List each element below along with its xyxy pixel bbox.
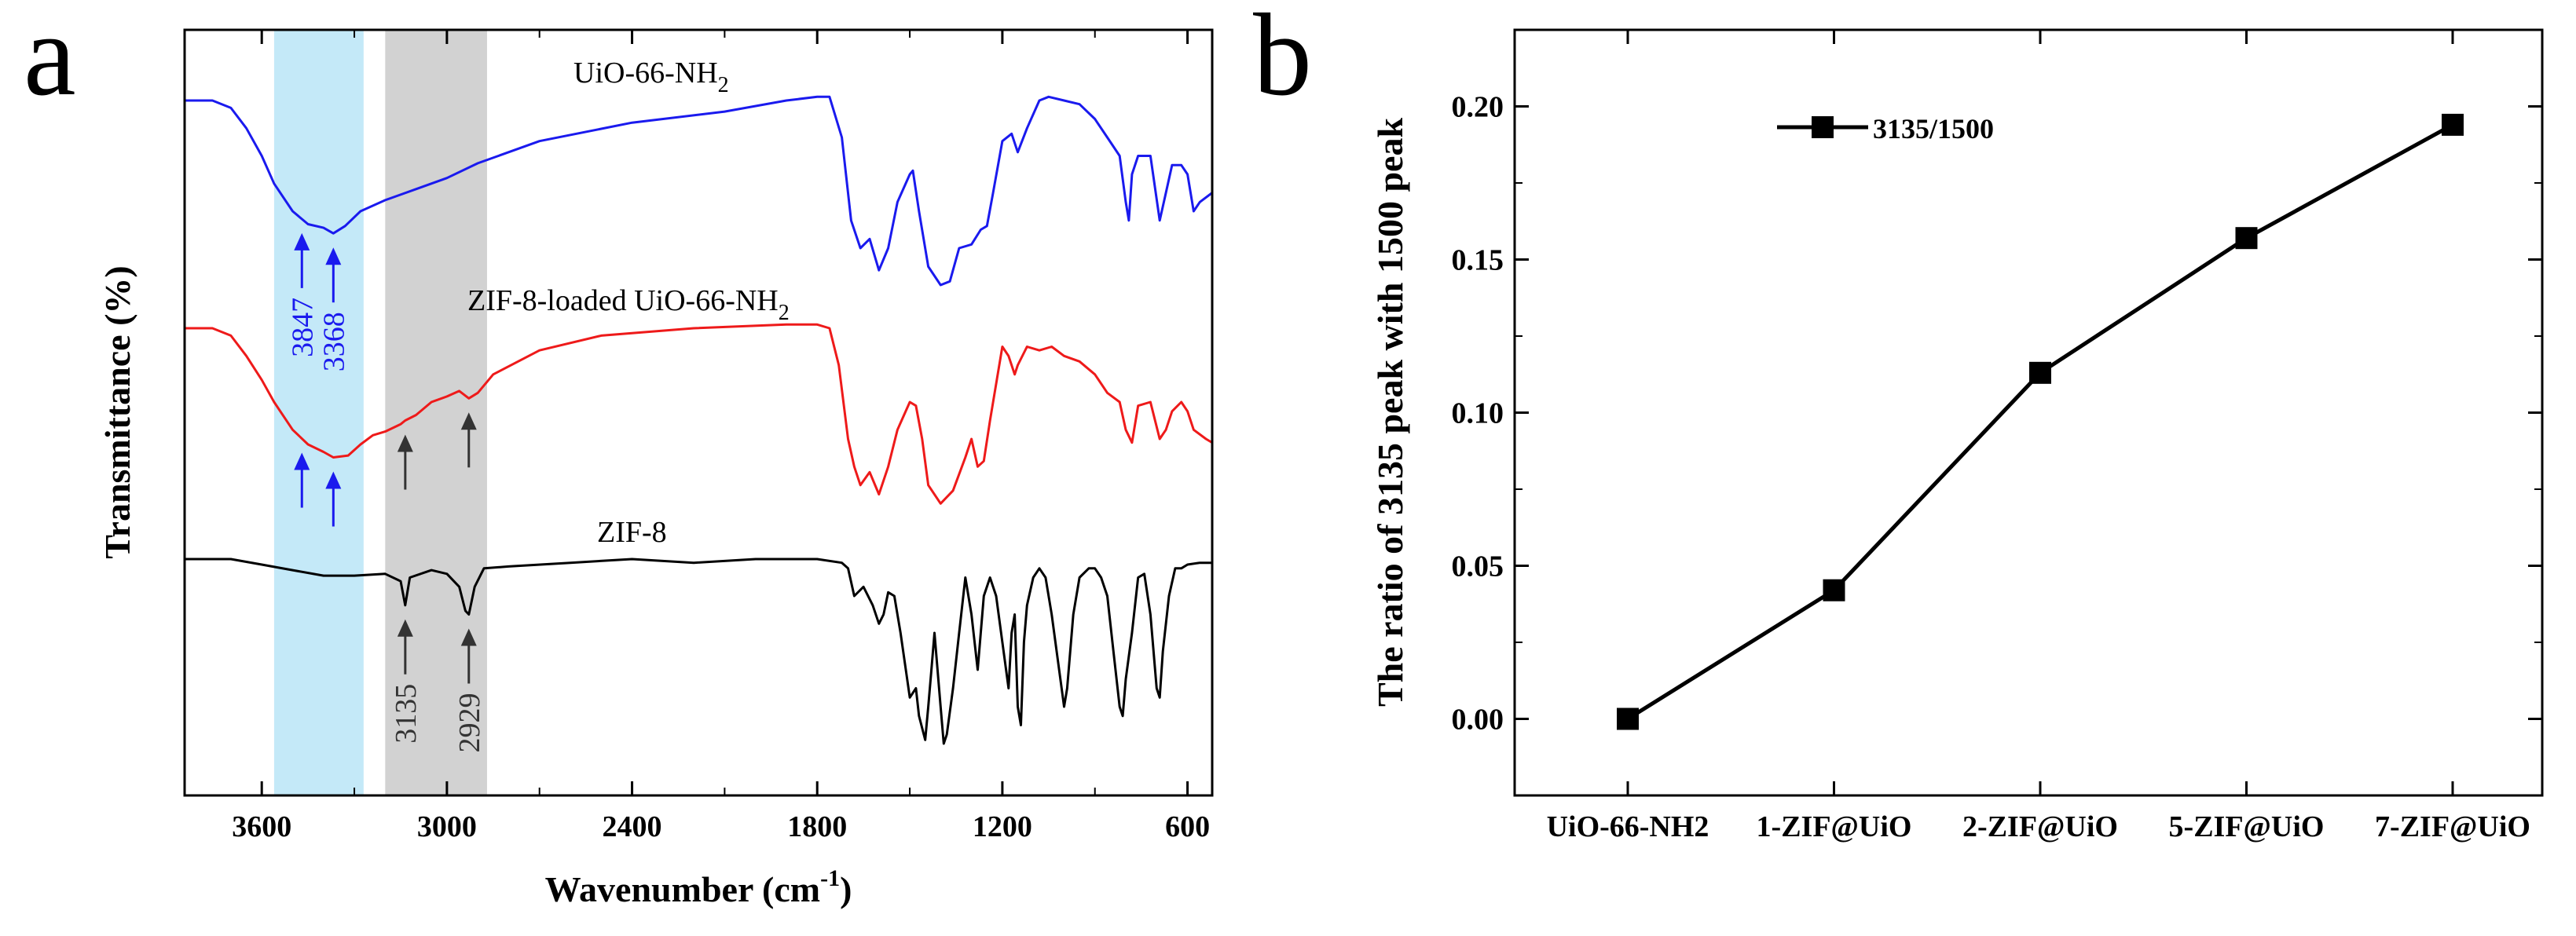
panel-b-y-ticks: 0.00 0.05 0.10 0.15 0.20 [1452, 29, 2542, 796]
arrow-head [294, 232, 310, 250]
arrow-head [460, 412, 477, 430]
series-label-zif-8: ZIF-8 [597, 516, 667, 549]
spectra-lines [185, 95, 1213, 745]
y-tick-label-0.05: 0.05 [1452, 550, 1504, 583]
peak-label-3847: 3847 [286, 298, 319, 357]
category-label-1-zif-uio: 1-ZIF@UiO [1757, 810, 1912, 843]
peak-arrow-6: 3135 [390, 619, 423, 744]
peak-arrow-1: 3368 [317, 247, 350, 371]
peak-arrow-5 [460, 412, 477, 468]
arrow-head [325, 471, 342, 489]
ratio-point-5-zif-uio [2235, 227, 2258, 250]
peak-arrow-3 [325, 471, 342, 527]
blue-band [273, 30, 364, 795]
peak-label-3135: 3135 [390, 684, 423, 744]
peak-arrow-4 [397, 434, 413, 490]
panel-a-y-axis-title: Transmittance (%) [97, 265, 137, 558]
panel-a-x-axis-title-tail: ) [840, 869, 852, 909]
series-label-main: UiO-66-NH [573, 57, 718, 90]
arrow-head [294, 452, 310, 470]
peak-label-3368: 3368 [317, 312, 350, 371]
series-label-zif-8-loaded-uio-66-nh2: ZIF-8-loaded UiO-66-NH2 [467, 284, 790, 325]
x-tick-label-2400: 2400 [603, 810, 662, 843]
spectra-highlight-bands [273, 30, 487, 795]
series-label-sub: 2 [718, 73, 729, 97]
gray-band [385, 30, 487, 795]
series-label-sub: 2 [779, 301, 790, 325]
ratio-point-7-zif-uio [2442, 113, 2464, 136]
category-label-5-zif-uio: 5-ZIF@UiO [2169, 810, 2325, 843]
y-tick-label-0.00: 0.00 [1452, 704, 1504, 737]
x-tick-label-600: 600 [1165, 810, 1210, 843]
ratio-point-uio-66-nh2 [1617, 707, 1639, 730]
series-label-uio-66-nh2: UiO-66-NH2 [573, 57, 729, 97]
peak-arrow-2 [294, 452, 310, 508]
panel-b-legend: 3135/1500 [1777, 113, 1994, 144]
ratio-point-1-zif-uio [1823, 579, 1845, 601]
peak-label-2929: 2929 [453, 693, 486, 753]
series-line-zif-8-loaded-uio-66-nh2 [185, 323, 1213, 505]
arrow-head [460, 628, 477, 646]
category-label-uio-66-nh2: UiO-66-NH2 [1547, 810, 1709, 843]
panel-b: b 0.00 0.05 0.10 0.15 0.20 UiO-66-NH2 1-ZIF@U… [1253, 0, 2544, 843]
category-label-7-zif-uio: 7-ZIF@UiO [2375, 810, 2530, 843]
arrow-head [325, 247, 342, 265]
panel-b-y-axis-title: The ratio of 3135 peak with 1500 peak [1370, 118, 1410, 707]
y-tick-label-0.10: 0.10 [1452, 397, 1504, 430]
panel-b-letter: b [1253, 0, 1312, 120]
panel-a-x-axis-title-sup: -1 [820, 865, 840, 891]
panel-a-x-axis-title: Wavenumber (cm-1) [545, 865, 852, 909]
x-tick-label-3000: 3000 [417, 810, 477, 843]
y-tick-label-0.15: 0.15 [1452, 244, 1504, 277]
peak-arrow-0: 3847 [286, 232, 319, 357]
legend-label: 3135/1500 [1873, 113, 1994, 144]
y-tick-label-0.20: 0.20 [1452, 91, 1504, 124]
ratio-point-2-zif-uio [2029, 361, 2051, 384]
legend-marker [1812, 116, 1834, 138]
series-label-main: ZIF-8-loaded UiO-66-NH [467, 284, 779, 317]
series-line-zif-8 [185, 558, 1212, 745]
x-tick-label-1800: 1800 [787, 810, 847, 843]
panel-b-x-ticks: UiO-66-NH2 1-ZIF@UiO 2-ZIF@UiO 5-ZIF@UiO 7-Z… [1547, 30, 2530, 843]
ratio-plot [1617, 113, 2464, 730]
panel-a-x-axis-title-main: Wavenumber (cm [545, 869, 821, 909]
series-label-main: ZIF-8 [597, 516, 667, 549]
panel-a-letter: a [24, 0, 76, 120]
x-tick-label-3600: 3600 [232, 810, 291, 843]
series-line-uio-66-nh2 [185, 95, 1213, 287]
arrow-head [397, 434, 413, 452]
panel-a-frame [183, 28, 1214, 797]
peak-arrow-7: 2929 [453, 628, 486, 753]
arrow-head [397, 619, 413, 637]
panel-a-x-ticks: 3600 3000 2400 1800 1200 600 [232, 30, 1210, 843]
category-label-2-zif-uio: 2-ZIF@UiO [1962, 810, 2118, 843]
x-tick-label-1200: 1200 [973, 810, 1032, 843]
